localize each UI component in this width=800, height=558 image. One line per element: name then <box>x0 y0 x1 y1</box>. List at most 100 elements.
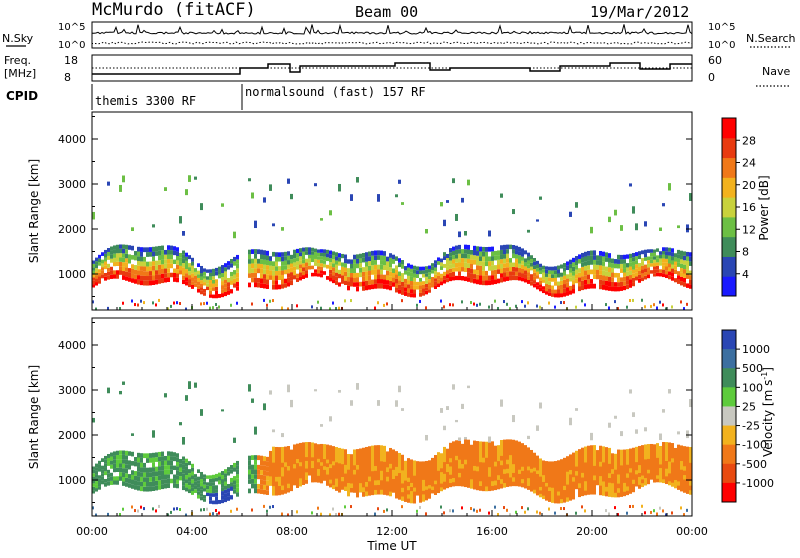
power-cell <box>632 282 635 287</box>
velocity-cell <box>248 474 251 480</box>
power-cell <box>158 260 161 265</box>
velocity-colorbar-swatch <box>722 406 736 427</box>
velocity-cell <box>395 451 398 467</box>
power-cell <box>281 252 284 257</box>
power-cell <box>503 254 506 259</box>
power-cell <box>437 272 440 276</box>
power-cell <box>611 267 614 273</box>
velocity-cell <box>317 506 319 510</box>
power-cell <box>122 271 125 276</box>
nsky-trace <box>91 23 693 45</box>
power-cell <box>572 257 575 263</box>
velocity-cell <box>443 446 446 463</box>
velocity-cell <box>383 445 386 462</box>
power-cell <box>506 302 508 306</box>
power-cell <box>254 253 257 259</box>
power-cell <box>662 265 665 270</box>
power-cell <box>404 291 407 296</box>
velocity-cell <box>107 469 110 474</box>
power-cell <box>368 280 371 285</box>
power-cell <box>179 270 182 275</box>
power-cell <box>311 254 314 259</box>
velocity-cell <box>452 509 454 513</box>
velocity-cell <box>254 455 257 460</box>
velocity-cell <box>251 469 254 475</box>
power-cell <box>608 257 611 263</box>
velocity-colorbar-swatch <box>722 444 736 465</box>
power-cell <box>443 252 446 257</box>
power-cell <box>338 306 340 310</box>
velocity-cell <box>191 467 194 472</box>
power-cell <box>434 281 437 286</box>
velocity-cell <box>218 472 221 477</box>
velocity-cell <box>560 507 562 511</box>
power-cell <box>248 178 251 182</box>
power-cell <box>146 266 149 272</box>
power-cell <box>629 275 632 280</box>
velocity-cell <box>203 498 206 502</box>
power-cell <box>203 302 205 306</box>
power-cell <box>575 265 578 270</box>
velocity-cell <box>104 463 107 468</box>
power-cell <box>113 245 116 250</box>
power-cell <box>338 257 341 262</box>
power-cell <box>371 265 374 271</box>
power-cell <box>275 252 278 257</box>
power-cell <box>515 262 518 268</box>
power-cell <box>335 276 338 281</box>
power-cell <box>500 249 503 255</box>
velocity-cell <box>221 479 224 484</box>
power-cell <box>491 246 494 252</box>
velocity-cell <box>353 449 356 466</box>
power-cell <box>389 285 392 291</box>
velocity-cell <box>266 480 269 486</box>
velocity-cell <box>527 507 529 511</box>
power-cell <box>176 260 179 265</box>
power-cell <box>98 262 101 266</box>
power-cell <box>539 305 541 309</box>
power-cell <box>617 286 620 292</box>
power-cell <box>317 266 320 270</box>
power-cell <box>461 267 464 272</box>
power-cell <box>419 270 422 275</box>
power-cell <box>185 307 187 311</box>
velocity-cell <box>107 473 110 478</box>
power-cell <box>188 271 191 276</box>
power-cell <box>476 246 479 252</box>
power-cell <box>344 258 347 264</box>
velocity-cell <box>296 468 299 484</box>
power-cell <box>620 263 623 269</box>
velocity-cell <box>146 482 149 487</box>
power-cell <box>560 284 563 290</box>
power-cell <box>602 251 605 257</box>
nsearch-line <box>91 41 693 45</box>
velocity-cell <box>107 457 110 462</box>
velocity-cell <box>167 478 170 484</box>
power-cell <box>104 265 107 270</box>
power-cell <box>572 275 575 281</box>
power-cell <box>260 268 263 274</box>
velocity-cell <box>140 462 143 468</box>
power-cell <box>119 253 122 258</box>
power-cell <box>194 271 197 276</box>
velocity-cell <box>500 439 503 456</box>
power-cell <box>224 287 227 292</box>
velocity-cell <box>206 489 209 493</box>
power-cell <box>689 261 692 266</box>
power-cell <box>155 270 158 275</box>
velocity-cell <box>620 472 623 488</box>
power-cell <box>539 287 542 292</box>
velocity-cell <box>140 457 143 463</box>
power-cell <box>107 255 110 260</box>
power-cell <box>500 245 503 250</box>
power-cell <box>527 229 530 233</box>
power-cell <box>143 301 145 305</box>
power-cell <box>686 265 689 270</box>
power-cell <box>182 275 185 280</box>
power-cell <box>305 251 308 255</box>
power-cell <box>467 267 470 273</box>
velocity-cell <box>638 457 641 473</box>
power-cell <box>131 255 134 260</box>
power-cell <box>233 270 236 275</box>
